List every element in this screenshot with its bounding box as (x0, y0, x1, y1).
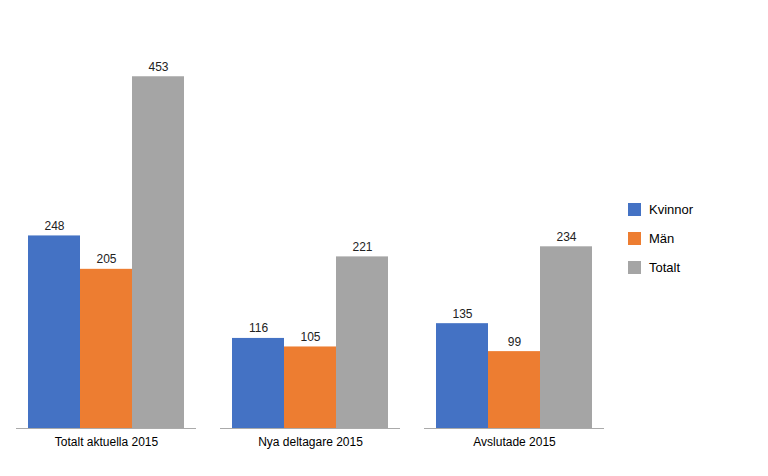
html-text:Totalt: Totalt (649, 259, 681, 275)
svg-text:221: 221 (352, 240, 372, 254)
svg-text:135: 135 (452, 307, 472, 321)
html-text:Män: Män (649, 230, 675, 246)
svg-text:116: 116 (249, 321, 268, 335)
svg-text:105: 105 (300, 330, 320, 344)
svg-text:248: 248 (44, 219, 64, 233)
svg-text:99: 99 (508, 335, 522, 349)
svg-text:453: 453 (148, 60, 168, 74)
svg-text:Nya deltagare 2015: Nya deltagare 2015 (258, 435, 363, 449)
html-text:Kvinnor: Kvinnor (649, 201, 694, 217)
svg-text:Avslutade 2015: Avslutade 2015 (473, 435, 556, 449)
svg-text:205: 205 (96, 252, 116, 266)
svg-text:234: 234 (556, 230, 576, 244)
svg-text:Totalt aktuella 2015: Totalt aktuella 2015 (55, 435, 159, 449)
